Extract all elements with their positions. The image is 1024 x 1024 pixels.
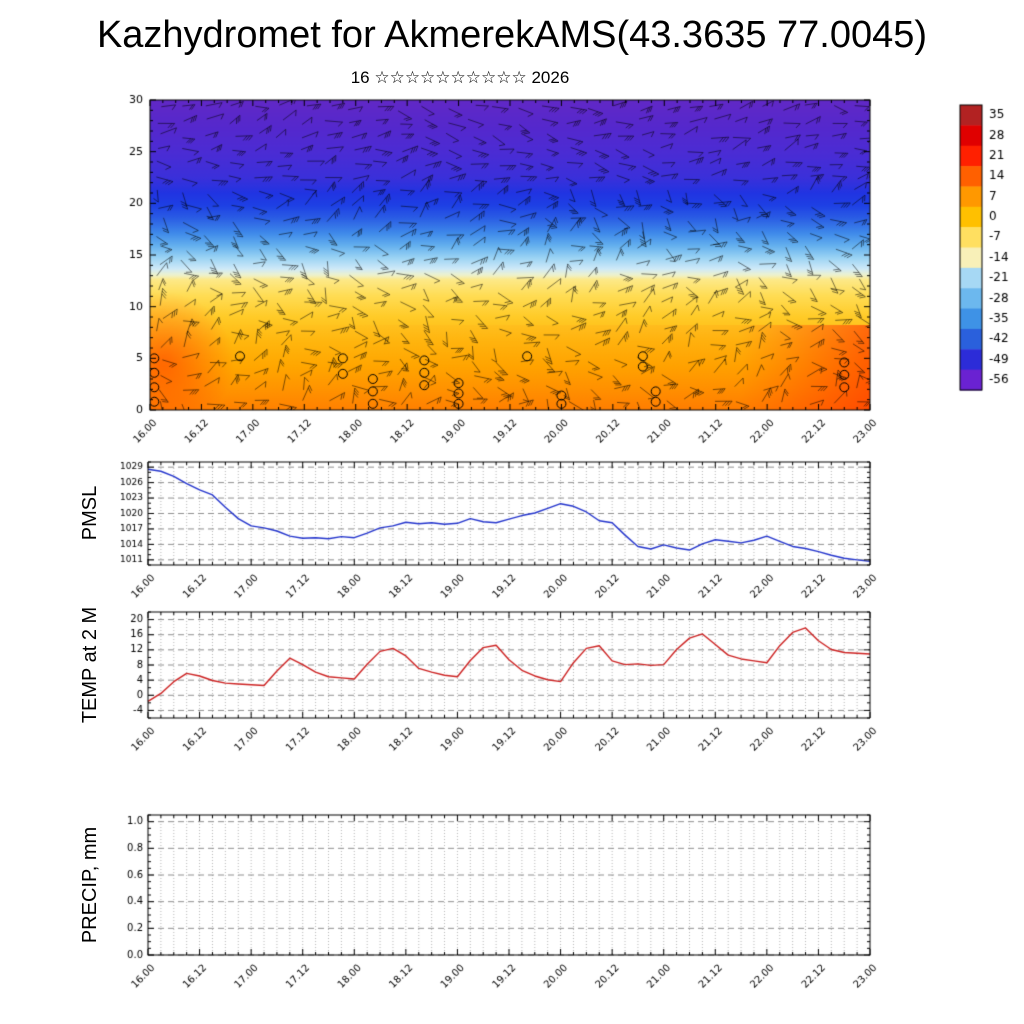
precip-chart <box>0 798 1024 1022</box>
pmsl-chart <box>0 452 1024 600</box>
cross-section-chart <box>0 84 1024 454</box>
page-title: Kazhydromet for AkmerekAMS(43.3635 77.00… <box>96 14 928 56</box>
date-subtitle: 16 ☆☆☆☆☆☆☆☆☆☆ 2026 <box>350 68 570 87</box>
temp-chart <box>0 600 1024 752</box>
